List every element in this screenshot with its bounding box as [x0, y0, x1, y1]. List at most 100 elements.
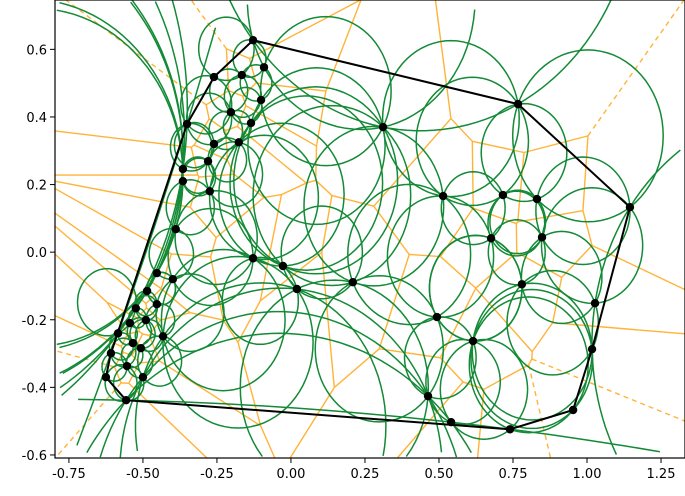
circumcircle — [167, 207, 254, 307]
voronoi-edge — [462, 381, 485, 390]
circumcircle — [233, 86, 399, 275]
voronoi-edge — [145, 288, 162, 304]
y-tick-label: 0.0 — [26, 246, 47, 261]
voronoi-ray — [587, 0, 685, 137]
hull-edge — [252, 39, 519, 106]
data-point — [101, 373, 111, 382]
circumcircle — [229, 95, 384, 271]
data-point — [182, 119, 192, 129]
voronoi-edge — [128, 382, 208, 459]
circumcircle — [487, 190, 546, 257]
voronoi-edge — [54, 180, 191, 208]
circumcircle — [511, 49, 664, 223]
points — [101, 36, 635, 434]
circumcircle — [174, 189, 258, 286]
voronoi-edge — [373, 205, 410, 255]
voronoi-edge — [439, 357, 464, 383]
data-point — [121, 396, 131, 405]
voronoi-edge — [315, 90, 327, 147]
voronoi-edge — [315, 146, 318, 181]
data-point — [178, 164, 188, 174]
voronoi-ray — [531, 358, 685, 422]
voronoi-edge — [471, 141, 474, 209]
data-point — [226, 108, 236, 117]
x-tick-label: -0.75 — [52, 467, 86, 482]
circumcircle — [229, 0, 612, 132]
y-tick-label: 0.4 — [26, 111, 47, 126]
voronoi-edge — [516, 152, 525, 222]
voronoi-edge — [148, 335, 161, 362]
voronoi-edge — [160, 253, 172, 289]
circumcircle — [470, 288, 594, 430]
hull-edge — [572, 348, 593, 411]
y-tick-label: -0.2 — [22, 314, 47, 329]
voronoi-edge — [472, 140, 525, 154]
circumcircle — [179, 74, 233, 135]
data-point — [237, 70, 247, 80]
circumcircle — [59, 1, 186, 389]
data-point — [292, 284, 302, 294]
circumcircle — [487, 219, 546, 286]
voronoi-ray — [54, 382, 122, 459]
y-tick-label: 0.2 — [26, 179, 47, 194]
voronoi-edge — [225, 125, 238, 132]
voronoi-edge — [373, 118, 452, 207]
voronoi-edge — [516, 251, 563, 278]
hull-edge — [517, 103, 631, 208]
circumcircle — [303, 125, 445, 287]
circumcircle — [165, 179, 216, 236]
circumcircle — [252, 104, 412, 287]
hull-edge — [591, 206, 631, 350]
data-point — [122, 361, 132, 371]
circumcircle — [314, 274, 445, 423]
circumcircle — [280, 205, 364, 300]
voronoi-edge — [434, 0, 452, 119]
voronoi-edge — [281, 182, 307, 196]
circumcircle — [506, 269, 600, 376]
circumcircle — [425, 338, 502, 426]
data-point — [505, 425, 515, 434]
voronoi-edge — [409, 253, 441, 258]
voronoi-edge — [315, 179, 333, 197]
circumcircle — [381, 39, 520, 198]
voronoi-ray — [528, 364, 552, 459]
data-point — [171, 224, 180, 234]
circumcircle — [78, 398, 661, 453]
data-point — [203, 157, 213, 166]
x-tick-label: 0.50 — [425, 467, 454, 482]
circumcircle — [134, 318, 164, 353]
circumcircle — [591, 149, 681, 455]
voronoi-edge — [379, 348, 441, 359]
data-point — [131, 304, 141, 313]
data-point — [486, 234, 496, 243]
voronoi-edge — [198, 173, 235, 178]
circumcircle — [112, 365, 145, 402]
data-point — [113, 329, 123, 338]
x-tick-label: 0.25 — [350, 467, 379, 482]
data-point — [587, 344, 597, 354]
circumcircle — [99, 310, 458, 458]
data-point — [136, 343, 146, 353]
data-point — [625, 202, 635, 212]
voronoi-edge — [475, 287, 533, 353]
data-point — [158, 332, 168, 341]
data-point — [517, 280, 527, 289]
axes: -0.75 -0.50 -0.25 0.00 0.25 0.50 0.75 1.00 1.25 0… — [22, 0, 685, 482]
data-point — [590, 298, 600, 308]
hull-edge — [125, 399, 511, 431]
data-point — [248, 36, 258, 45]
voronoi-edge — [255, 82, 326, 92]
data-point — [278, 261, 288, 271]
circumcircle — [86, 332, 472, 453]
voronoi-edge — [561, 245, 593, 278]
voronoi-edge — [552, 322, 685, 335]
voronoi-edge — [242, 95, 247, 106]
data-point — [432, 312, 442, 322]
data-point — [138, 373, 148, 382]
circumcircle — [468, 296, 589, 434]
circumcircle — [119, 287, 443, 458]
data-point — [168, 274, 178, 284]
data-point — [209, 72, 219, 82]
voronoi-edge — [263, 193, 282, 199]
